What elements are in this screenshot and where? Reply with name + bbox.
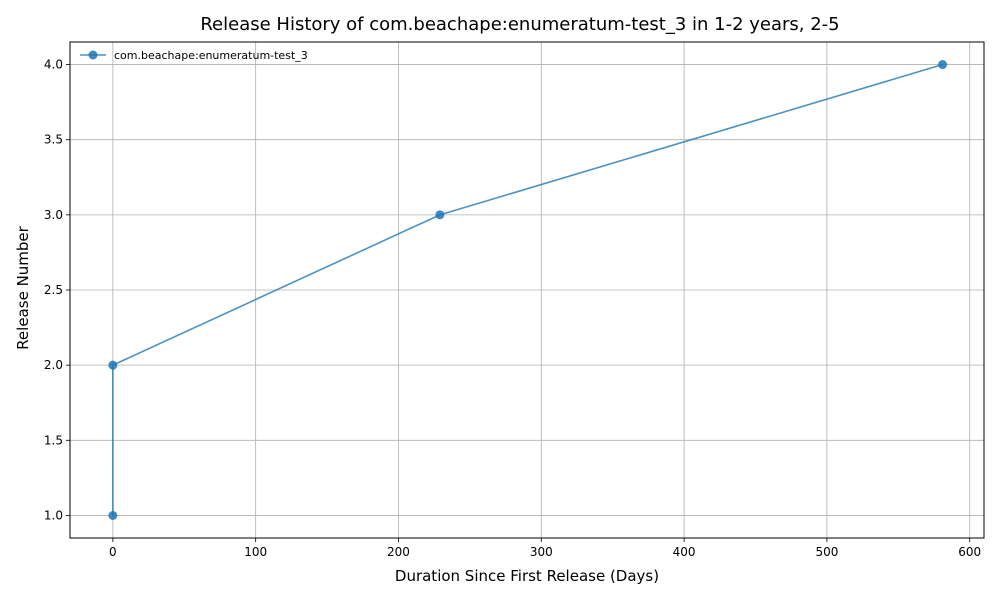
x-axis-ticks: 0 100 200 300 400 500 600: [109, 538, 981, 559]
y-tick-label: 1.0: [44, 508, 63, 522]
x-tick-label: 400: [673, 545, 696, 559]
data-point: [435, 210, 445, 220]
grid-lines: [70, 42, 984, 538]
y-axis-ticks: 1.0 1.5 2.0 2.5 3.0 3.5 4.0: [44, 58, 70, 522]
series-line: [112, 63, 943, 516]
data-point: [108, 360, 118, 370]
legend-entry-text: com.beachape:enumeratum-test_3: [114, 49, 308, 62]
legend-marker: [88, 50, 98, 60]
x-axis-label: Duration Since First Release (Days): [395, 567, 659, 585]
data-point: [938, 60, 948, 70]
data-point: [108, 510, 118, 520]
x-tick-label: 0: [109, 545, 117, 559]
y-tick-label: 3.0: [44, 208, 63, 222]
x-tick-label: 300: [530, 545, 553, 559]
x-tick-label: 500: [815, 545, 838, 559]
x-tick-label: 100: [244, 545, 267, 559]
x-tick-label: 600: [958, 545, 981, 559]
y-tick-label: 1.5: [44, 433, 63, 447]
y-tick-label: 2.5: [44, 283, 63, 297]
legend: com.beachape:enumeratum-test_3: [80, 49, 308, 62]
y-tick-label: 2.0: [44, 358, 63, 372]
chart-title: Release History of com.beachape:enumerat…: [200, 14, 839, 35]
y-tick-label: 3.5: [44, 133, 63, 147]
series-layer: [108, 60, 948, 520]
y-tick-label: 4.0: [44, 58, 63, 72]
y-axis-label: Release Number: [14, 225, 32, 349]
x-tick-label: 200: [387, 545, 410, 559]
